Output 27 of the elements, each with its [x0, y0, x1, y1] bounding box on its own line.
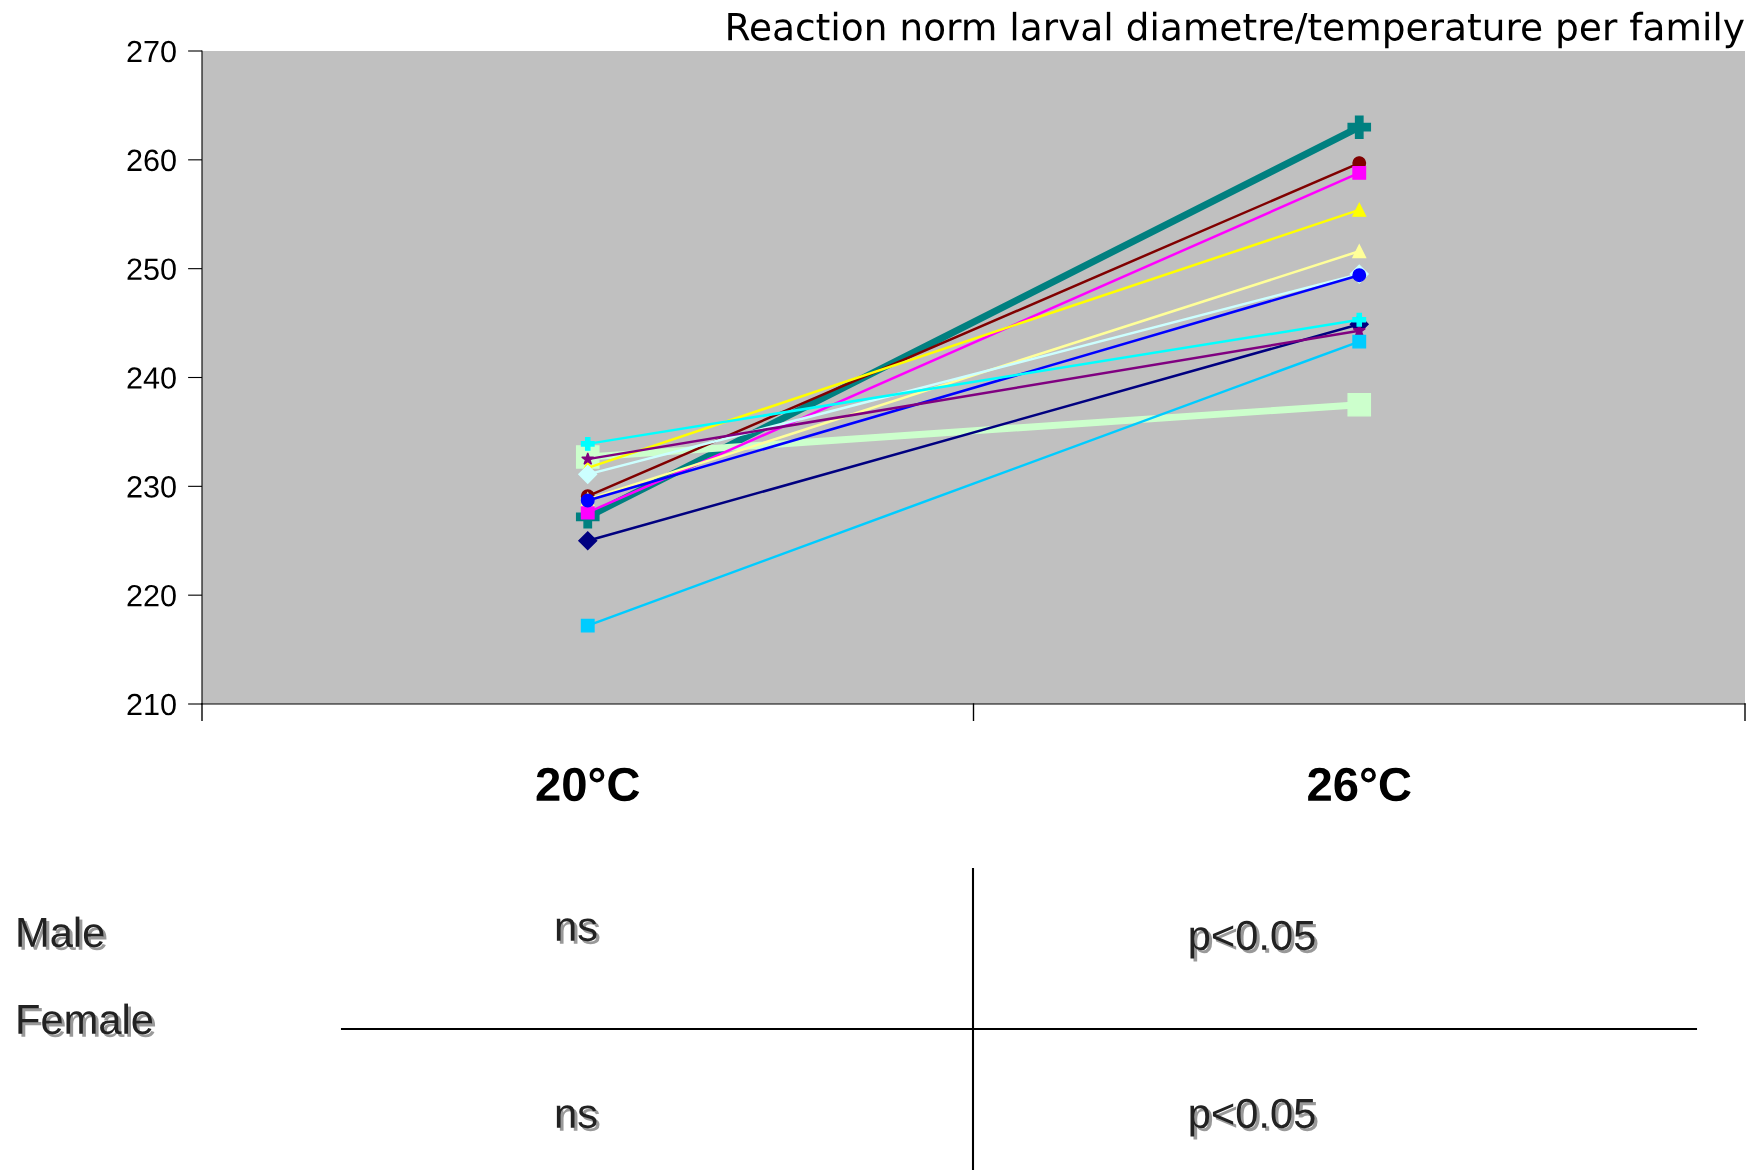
y-tick-label: 250 [127, 258, 176, 281]
text: ns [556, 918, 597, 942]
point [1347, 115, 1372, 139]
point [1347, 392, 1372, 417]
x-tick-label: 26°C [1308, 767, 1411, 802]
text: p<0.05 [1190, 920, 1315, 959]
point [580, 618, 595, 633]
point [578, 531, 598, 551]
y-tick-label: 210 [127, 693, 176, 716]
y-tick-label: 230 [127, 476, 176, 498]
y-tick-label: 220 [127, 584, 176, 607]
point [1352, 165, 1367, 180]
x-tick-label: 20°C [536, 767, 640, 802]
point [580, 436, 595, 451]
text: ns [556, 1105, 597, 1129]
y-tick-label: 270 [127, 40, 176, 63]
text: p<0.05 [1190, 1098, 1315, 1137]
point [1352, 244, 1367, 259]
point [578, 464, 598, 484]
text: Male [18, 916, 104, 948]
point [1352, 334, 1367, 349]
point [1352, 202, 1367, 217]
y-tick-label: 240 [127, 367, 176, 389]
y-tick-label: 260 [127, 149, 176, 172]
chart-title: Reaction norm larval diametre/temperature per family [728, 11, 1744, 49]
point [1352, 312, 1367, 327]
point [580, 505, 595, 520]
